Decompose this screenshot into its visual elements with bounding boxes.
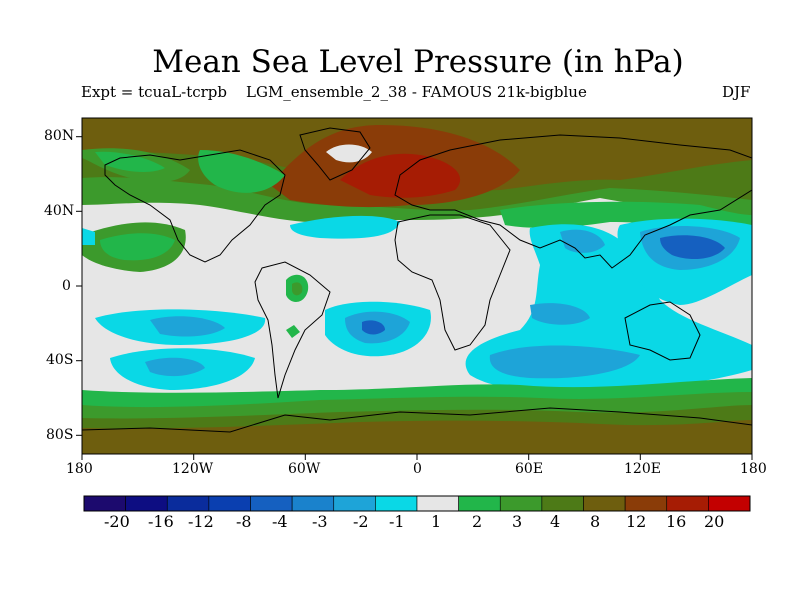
colorbar-swatch bbox=[333, 495, 376, 512]
coast-africa bbox=[394, 214, 511, 351]
colorbar-swatch bbox=[499, 495, 543, 512]
y-tick-label: 40S bbox=[46, 352, 74, 368]
indian-neg-4 bbox=[530, 303, 590, 325]
colorbar-label: 4 bbox=[550, 512, 561, 531]
colorbar-label: 1 bbox=[431, 512, 442, 531]
colorbar-swatch bbox=[458, 495, 501, 512]
colorbar-label: -3 bbox=[312, 512, 328, 531]
coast-south-america bbox=[254, 261, 331, 399]
colorbar-label: 3 bbox=[512, 512, 523, 531]
colorbar-swatch bbox=[666, 495, 709, 512]
colorbar-swatch bbox=[541, 495, 584, 512]
colorbar-label: -8 bbox=[236, 512, 252, 531]
x-tick-label: 180 bbox=[740, 461, 767, 477]
amazon-green-inner bbox=[292, 282, 303, 296]
colorbar-swatch bbox=[624, 495, 668, 512]
x-tick-label: 60W bbox=[288, 461, 321, 477]
colorbar-swatch bbox=[416, 495, 459, 512]
x-tick-label: 120W bbox=[172, 461, 214, 477]
experiment-label: Expt = tcuaL-tcrpb bbox=[81, 83, 228, 101]
colorbar-label: -16 bbox=[148, 512, 174, 531]
coast-greenland bbox=[299, 127, 371, 181]
w-pacific-edge-neg bbox=[82, 228, 95, 245]
n-pacific-green-2 bbox=[95, 151, 165, 172]
patagonia-green bbox=[286, 325, 300, 338]
colorbar-swatch bbox=[125, 495, 168, 512]
w-na-green-inner bbox=[100, 233, 175, 261]
colorbar-label: -4 bbox=[272, 512, 288, 531]
colorbar-label: -1 bbox=[389, 512, 405, 531]
s-atlantic-neg-4 bbox=[362, 320, 385, 335]
colorbar-swatch bbox=[291, 495, 335, 512]
run-label: LGM_ensemble_2_38 - FAMOUS 21k-bigblue bbox=[246, 83, 587, 101]
y-tick-label: 80S bbox=[46, 427, 74, 443]
canada-green bbox=[198, 150, 285, 193]
colorbar-swatch bbox=[250, 495, 293, 512]
n-atlantic-neg bbox=[290, 215, 400, 239]
colorbar-swatch bbox=[208, 495, 251, 512]
colorbar-swatch bbox=[83, 495, 126, 512]
x-tick-label: 120E bbox=[624, 461, 661, 477]
colorbar-swatch bbox=[708, 495, 751, 512]
y-tick-label: 40N bbox=[44, 203, 75, 219]
colorbar-label: 2 bbox=[472, 512, 483, 531]
bay-of-bengal-neg bbox=[560, 229, 605, 253]
colorbar-swatch bbox=[166, 495, 210, 512]
coastlines bbox=[82, 127, 752, 433]
colorbar-frame bbox=[83, 495, 751, 512]
axis-ticks bbox=[76, 136, 753, 460]
colorbar-swatch bbox=[375, 495, 418, 512]
colorbar-label: 20 bbox=[704, 512, 725, 531]
s-pacific-neg-1-inner bbox=[150, 316, 225, 337]
coast-north-america bbox=[104, 149, 286, 263]
season-label: DJF bbox=[722, 83, 751, 101]
s-pacific-neg-2-inner bbox=[145, 357, 205, 377]
x-tick-label: 60E bbox=[515, 461, 544, 477]
colorbar-label: -20 bbox=[104, 512, 130, 531]
colorbar-label: -12 bbox=[188, 512, 214, 531]
pressure-field bbox=[82, 118, 752, 454]
coast-australia bbox=[624, 301, 701, 361]
coast-antarctica bbox=[82, 407, 752, 433]
colorbar-label: 16 bbox=[666, 512, 687, 531]
y-tick-label: 80N bbox=[44, 128, 75, 144]
w-pacific-neg-4 bbox=[660, 235, 725, 260]
x-tick-label: 0 bbox=[413, 461, 422, 477]
x-tick-label: 180 bbox=[66, 461, 93, 477]
greenland-white-patch bbox=[326, 144, 372, 163]
indian-neg-3 bbox=[489, 345, 640, 379]
south-band-4-8 bbox=[82, 420, 752, 454]
chart-title: Mean Sea Level Pressure (in hPa) bbox=[152, 44, 684, 80]
colorbar bbox=[83, 495, 751, 512]
colorbar-swatch bbox=[583, 495, 626, 512]
y-tick-label: 0 bbox=[62, 278, 71, 294]
coast-eurasia bbox=[394, 134, 752, 269]
colorbar-label: -2 bbox=[353, 512, 369, 531]
colorbar-label: 8 bbox=[590, 512, 601, 531]
colorbar-label: 12 bbox=[626, 512, 647, 531]
